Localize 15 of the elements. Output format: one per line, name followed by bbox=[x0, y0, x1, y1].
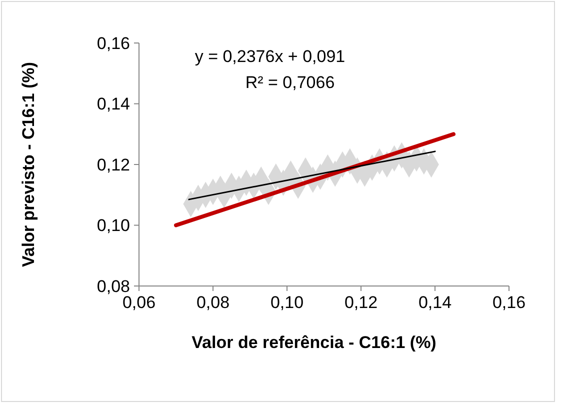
x-tick-label: 0,14 bbox=[418, 293, 452, 312]
y-axis-title: Valor previsto - C16:1 (%) bbox=[19, 62, 38, 268]
y-tick-label: 0,10 bbox=[96, 216, 130, 236]
y-tick-label: 0,12 bbox=[96, 155, 130, 174]
y-tick-label: 0,16 bbox=[96, 34, 130, 53]
annotation: y = 0,2376x + 0,091 bbox=[194, 47, 346, 66]
x-tick-label: 0,12 bbox=[344, 293, 378, 312]
y-tick-label: 0,14 bbox=[96, 94, 130, 114]
x-axis-title: Valor de referência - C16:1 (%) bbox=[192, 333, 436, 352]
x-tick-label: 0,06 bbox=[122, 293, 156, 312]
y-tick-label: 0,08 bbox=[96, 276, 130, 296]
x-tick-label: 0,10 bbox=[270, 293, 304, 312]
x-tick-label: 0,08 bbox=[196, 293, 230, 312]
annotation: R² = 0,7066 bbox=[245, 73, 335, 92]
x-tick-label: 0,16 bbox=[492, 293, 526, 312]
